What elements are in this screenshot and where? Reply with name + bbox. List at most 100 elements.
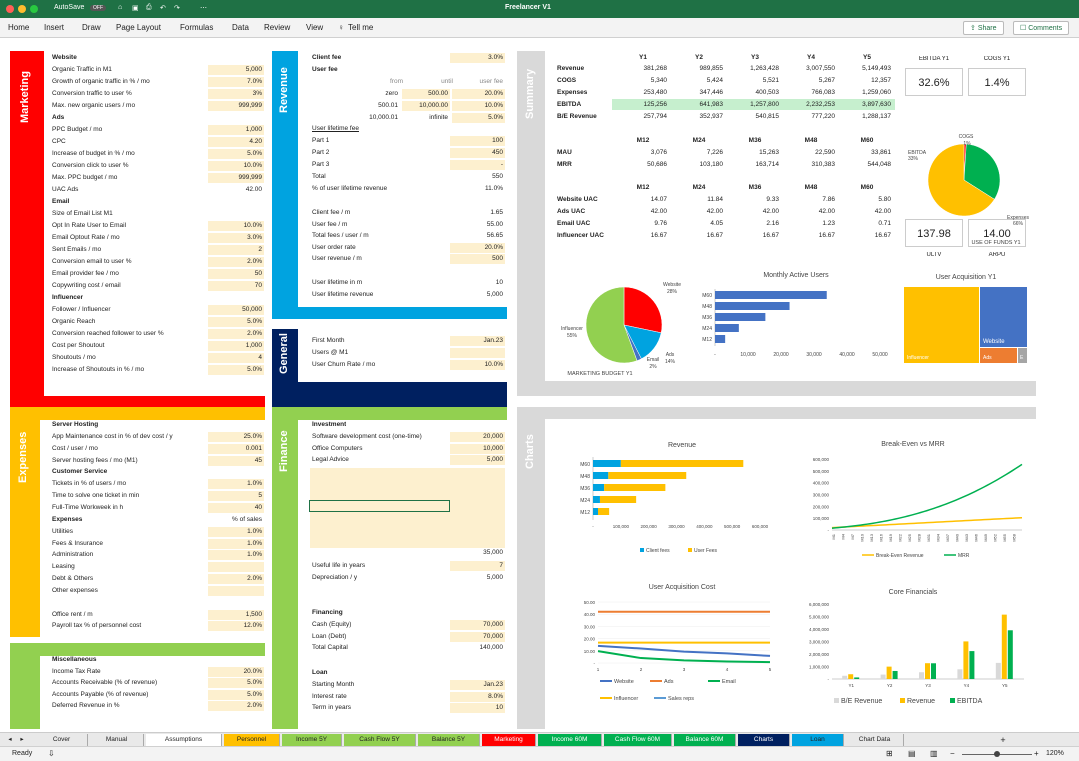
row-value[interactable]: 1,000 <box>208 341 264 351</box>
normal-view-icon[interactable]: ⊞ <box>886 749 893 758</box>
prev-sheet-icon[interactable]: ◂ <box>8 736 12 743</box>
row-value[interactable]: 999,999 <box>208 173 264 183</box>
tier-cell[interactable]: 10.0% <box>452 101 505 111</box>
fee-row-value[interactable]: 500 <box>450 254 505 264</box>
menu-view[interactable]: View <box>306 23 324 32</box>
row-value[interactable]: 25.0% <box>208 431 264 442</box>
minimize-window-icon[interactable] <box>18 5 26 13</box>
row-value[interactable]: 7.0% <box>208 77 264 87</box>
sheet-tab[interactable]: Cash Flow 5Y <box>344 734 416 746</box>
row-value[interactable]: 4 <box>208 353 264 363</box>
sheet-tab[interactable]: Income 5Y <box>282 734 342 746</box>
financing-row-value[interactable]: 70,000 <box>450 620 505 630</box>
next-sheet-icon[interactable]: ▸ <box>20 736 24 743</box>
row-value[interactable]: 2.0% <box>208 329 264 339</box>
row-value[interactable]: 40 <box>208 502 264 513</box>
row-value[interactable]: 2.0% <box>208 701 264 711</box>
add-sheet-icon[interactable]: + <box>1000 735 1006 745</box>
general-row-value[interactable]: Jan.23 <box>450 336 505 346</box>
menu-review[interactable]: Review <box>264 23 291 32</box>
row-value[interactable]: 45 <box>208 455 264 466</box>
row-value[interactable]: 2.0% <box>208 257 264 267</box>
menu-page-layout[interactable]: Page Layout <box>116 23 161 32</box>
row-value[interactable]: 5.0% <box>208 149 264 159</box>
row-value[interactable]: 5.0% <box>208 689 264 700</box>
row-value[interactable]: 70 <box>208 281 264 291</box>
loan-row-value[interactable]: 8.0% <box>450 691 505 702</box>
investment-row-value[interactable]: 10,000 <box>450 443 505 454</box>
row-value[interactable]: 1,000 <box>208 125 264 135</box>
ltv-row-value[interactable]: - <box>450 160 505 170</box>
undo-icon[interactable]: ↶ <box>160 5 166 12</box>
row-value[interactable]: 3% <box>208 89 264 99</box>
menu-home[interactable]: Home <box>8 23 30 32</box>
row-value[interactable]: 999,999 <box>208 101 264 111</box>
zoom-level[interactable]: 120% <box>1046 750 1064 757</box>
row-value-empty[interactable] <box>208 585 264 596</box>
investment-blank-area[interactable] <box>310 468 450 548</box>
row-value[interactable]: 12.0% <box>208 621 264 632</box>
worksheet-assumptions[interactable]: Marketing Website Organic Traffic in M1 5,… <box>0 39 1079 732</box>
row-value[interactable]: 5,000 <box>208 65 264 75</box>
client-fee-input[interactable]: 3.0% <box>450 53 505 63</box>
menu-formulas[interactable]: Formulas <box>180 23 214 32</box>
zoom-slider-handle[interactable] <box>994 751 1000 757</box>
loan-row-value[interactable]: Jan.23 <box>450 680 505 690</box>
zoom-in-icon[interactable]: + <box>1034 749 1039 758</box>
investment-blank-values[interactable] <box>450 468 505 548</box>
menu-data[interactable]: Data <box>232 23 249 32</box>
investment-row-value[interactable]: 20,000 <box>450 432 505 442</box>
share-button[interactable]: ⇪ Share <box>963 21 1004 35</box>
print-icon[interactable]: ⎙ <box>146 4 152 11</box>
fee-row-value[interactable]: 20.0% <box>450 242 505 253</box>
redo-icon[interactable]: ↷ <box>174 5 180 12</box>
sheet-tab[interactable]: Charts <box>738 734 790 746</box>
row-value[interactable]: 4.20 <box>208 137 264 147</box>
sheet-tab[interactable]: Balance 60M <box>674 734 736 746</box>
sheet-tab[interactable]: Loan <box>792 734 844 746</box>
row-value[interactable]: 10.0% <box>208 221 264 231</box>
row-value[interactable]: 1,500 <box>208 609 264 620</box>
loan-row-value[interactable]: 10 <box>450 703 505 713</box>
zoom-out-icon[interactable]: − <box>950 749 955 758</box>
row-value[interactable]: 20.0% <box>208 666 264 677</box>
more-icon[interactable]: ⋯ <box>200 5 207 12</box>
save-icon[interactable]: ▣ <box>132 5 139 12</box>
row-value[interactable]: 1.0% <box>208 479 264 490</box>
page-break-view-icon[interactable]: ▥ <box>930 749 938 758</box>
close-window-icon[interactable] <box>6 5 14 13</box>
row-value[interactable]: 1.0% <box>208 538 264 549</box>
menu-draw[interactable]: Draw <box>82 23 101 32</box>
row-value[interactable]: 1.0% <box>208 550 264 561</box>
sheet-tab[interactable]: Marketing <box>482 734 536 746</box>
row-value-empty[interactable] <box>208 562 264 573</box>
zoom-window-icon[interactable] <box>30 5 38 13</box>
financing-row-value[interactable]: 70,000 <box>450 631 505 642</box>
row-value[interactable]: 5.0% <box>208 317 264 327</box>
row-value[interactable]: 50,000 <box>208 305 264 315</box>
row-value[interactable]: 1.0% <box>208 526 264 537</box>
row-value[interactable]: 3.0% <box>208 233 264 243</box>
page-layout-view-icon[interactable]: ▤ <box>908 749 916 758</box>
row-value[interactable]: 2 <box>208 245 264 255</box>
sheet-tab[interactable]: Chart Data <box>846 734 904 746</box>
row-value[interactable]: 5 <box>208 491 264 502</box>
tier-cell[interactable]: 10,000.00 <box>402 101 450 111</box>
comments-button[interactable]: ☐ Comments <box>1013 21 1070 35</box>
autosave-toggle[interactable]: OFF <box>90 5 106 11</box>
row-value[interactable]: 0.001 <box>208 443 264 454</box>
row-value[interactable]: 5.0% <box>208 365 264 375</box>
general-row-value[interactable] <box>450 348 505 358</box>
row-value[interactable]: 50 <box>208 269 264 279</box>
ltv-row-value[interactable]: 100 <box>450 136 505 146</box>
general-row-value[interactable]: 10.0% <box>450 360 505 370</box>
sheet-tab[interactable]: Manual <box>90 734 144 746</box>
ltv-row-value[interactable]: 450 <box>450 148 505 158</box>
sheet-tab[interactable]: Assumptions <box>146 734 222 746</box>
investment-row-value[interactable]: 5,000 <box>450 455 505 465</box>
home-icon[interactable]: ⌂ <box>118 4 123 11</box>
sheet-tab[interactable]: Income 60M <box>538 734 602 746</box>
selected-cell[interactable] <box>309 500 450 512</box>
sheet-tab[interactable]: Balance 5Y <box>418 734 480 746</box>
useful-life-value[interactable]: 7 <box>450 561 505 571</box>
